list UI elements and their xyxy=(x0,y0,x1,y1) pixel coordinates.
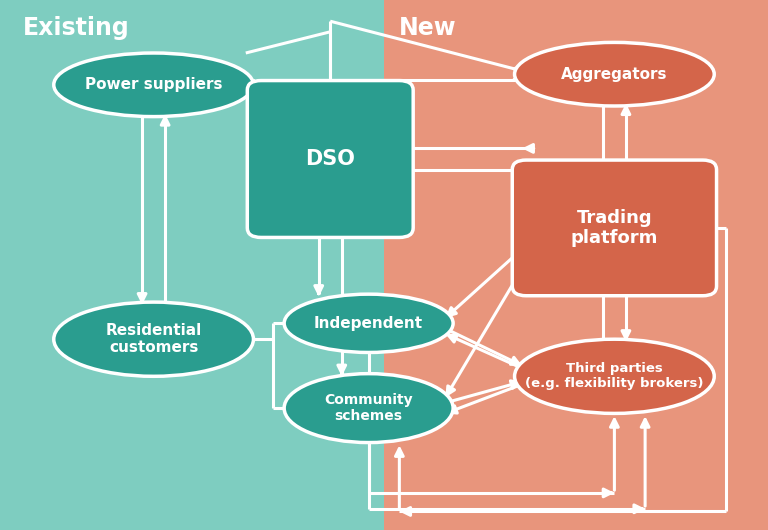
Bar xyxy=(384,0,768,530)
FancyBboxPatch shape xyxy=(512,160,717,296)
Text: Third parties
(e.g. flexibility brokers): Third parties (e.g. flexibility brokers) xyxy=(525,363,703,390)
Text: New: New xyxy=(399,16,457,40)
Ellipse shape xyxy=(515,42,714,106)
Text: DSO: DSO xyxy=(306,149,355,169)
Ellipse shape xyxy=(515,339,714,413)
Text: Power suppliers: Power suppliers xyxy=(84,77,223,92)
Text: Independent: Independent xyxy=(314,316,423,331)
Text: Residential
customers: Residential customers xyxy=(105,323,202,356)
Bar xyxy=(0,0,384,530)
Text: Existing: Existing xyxy=(23,16,130,40)
Text: Aggregators: Aggregators xyxy=(561,67,667,82)
Text: Trading
platform: Trading platform xyxy=(571,208,658,248)
Ellipse shape xyxy=(54,302,253,376)
Text: Community
schemes: Community schemes xyxy=(324,393,413,423)
FancyBboxPatch shape xyxy=(247,81,413,237)
Ellipse shape xyxy=(284,374,453,443)
Ellipse shape xyxy=(54,53,253,117)
Ellipse shape xyxy=(284,294,453,352)
